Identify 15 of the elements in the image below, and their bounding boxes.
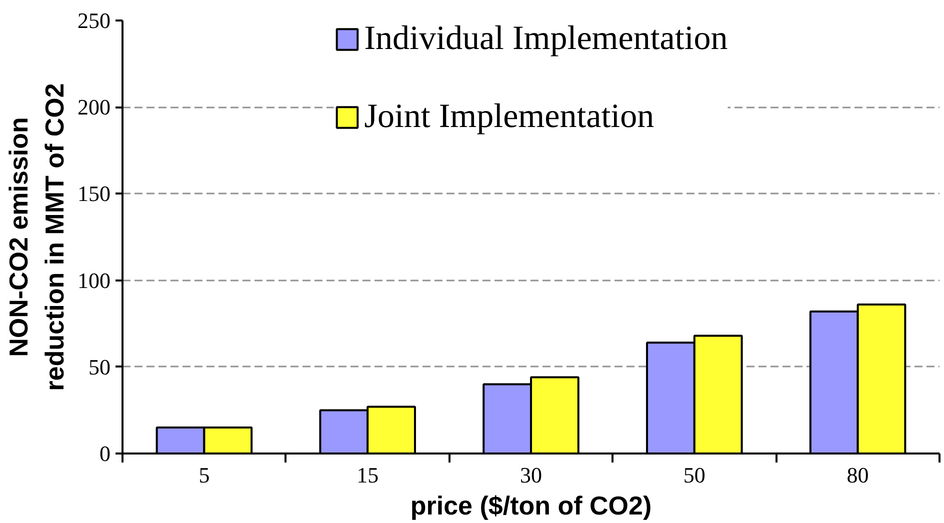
x-axis-title: price ($/ton of CO2) xyxy=(410,490,652,520)
x-tick-label: 50 xyxy=(683,462,706,488)
x-tick-label: 15 xyxy=(356,462,379,488)
y-tick-label: 100 xyxy=(78,268,110,293)
legend-label: Joint Implementation xyxy=(364,98,654,136)
y-tick-label: 150 xyxy=(78,181,110,206)
y-tick-label: 250 xyxy=(78,8,110,33)
y-axis-title: NON-CO2 emission reduction in MMT of CO2 xyxy=(4,83,70,391)
y-tick-label: 200 xyxy=(78,94,110,120)
x-tick-label: 30 xyxy=(520,462,542,488)
legend-label: Individual Implementation xyxy=(364,20,728,58)
y-tick-label: 50 xyxy=(88,354,110,380)
y-tick-label: 0 xyxy=(100,441,110,466)
x-tick-label: 80 xyxy=(846,462,869,488)
x-tick-label: 5 xyxy=(198,462,210,488)
